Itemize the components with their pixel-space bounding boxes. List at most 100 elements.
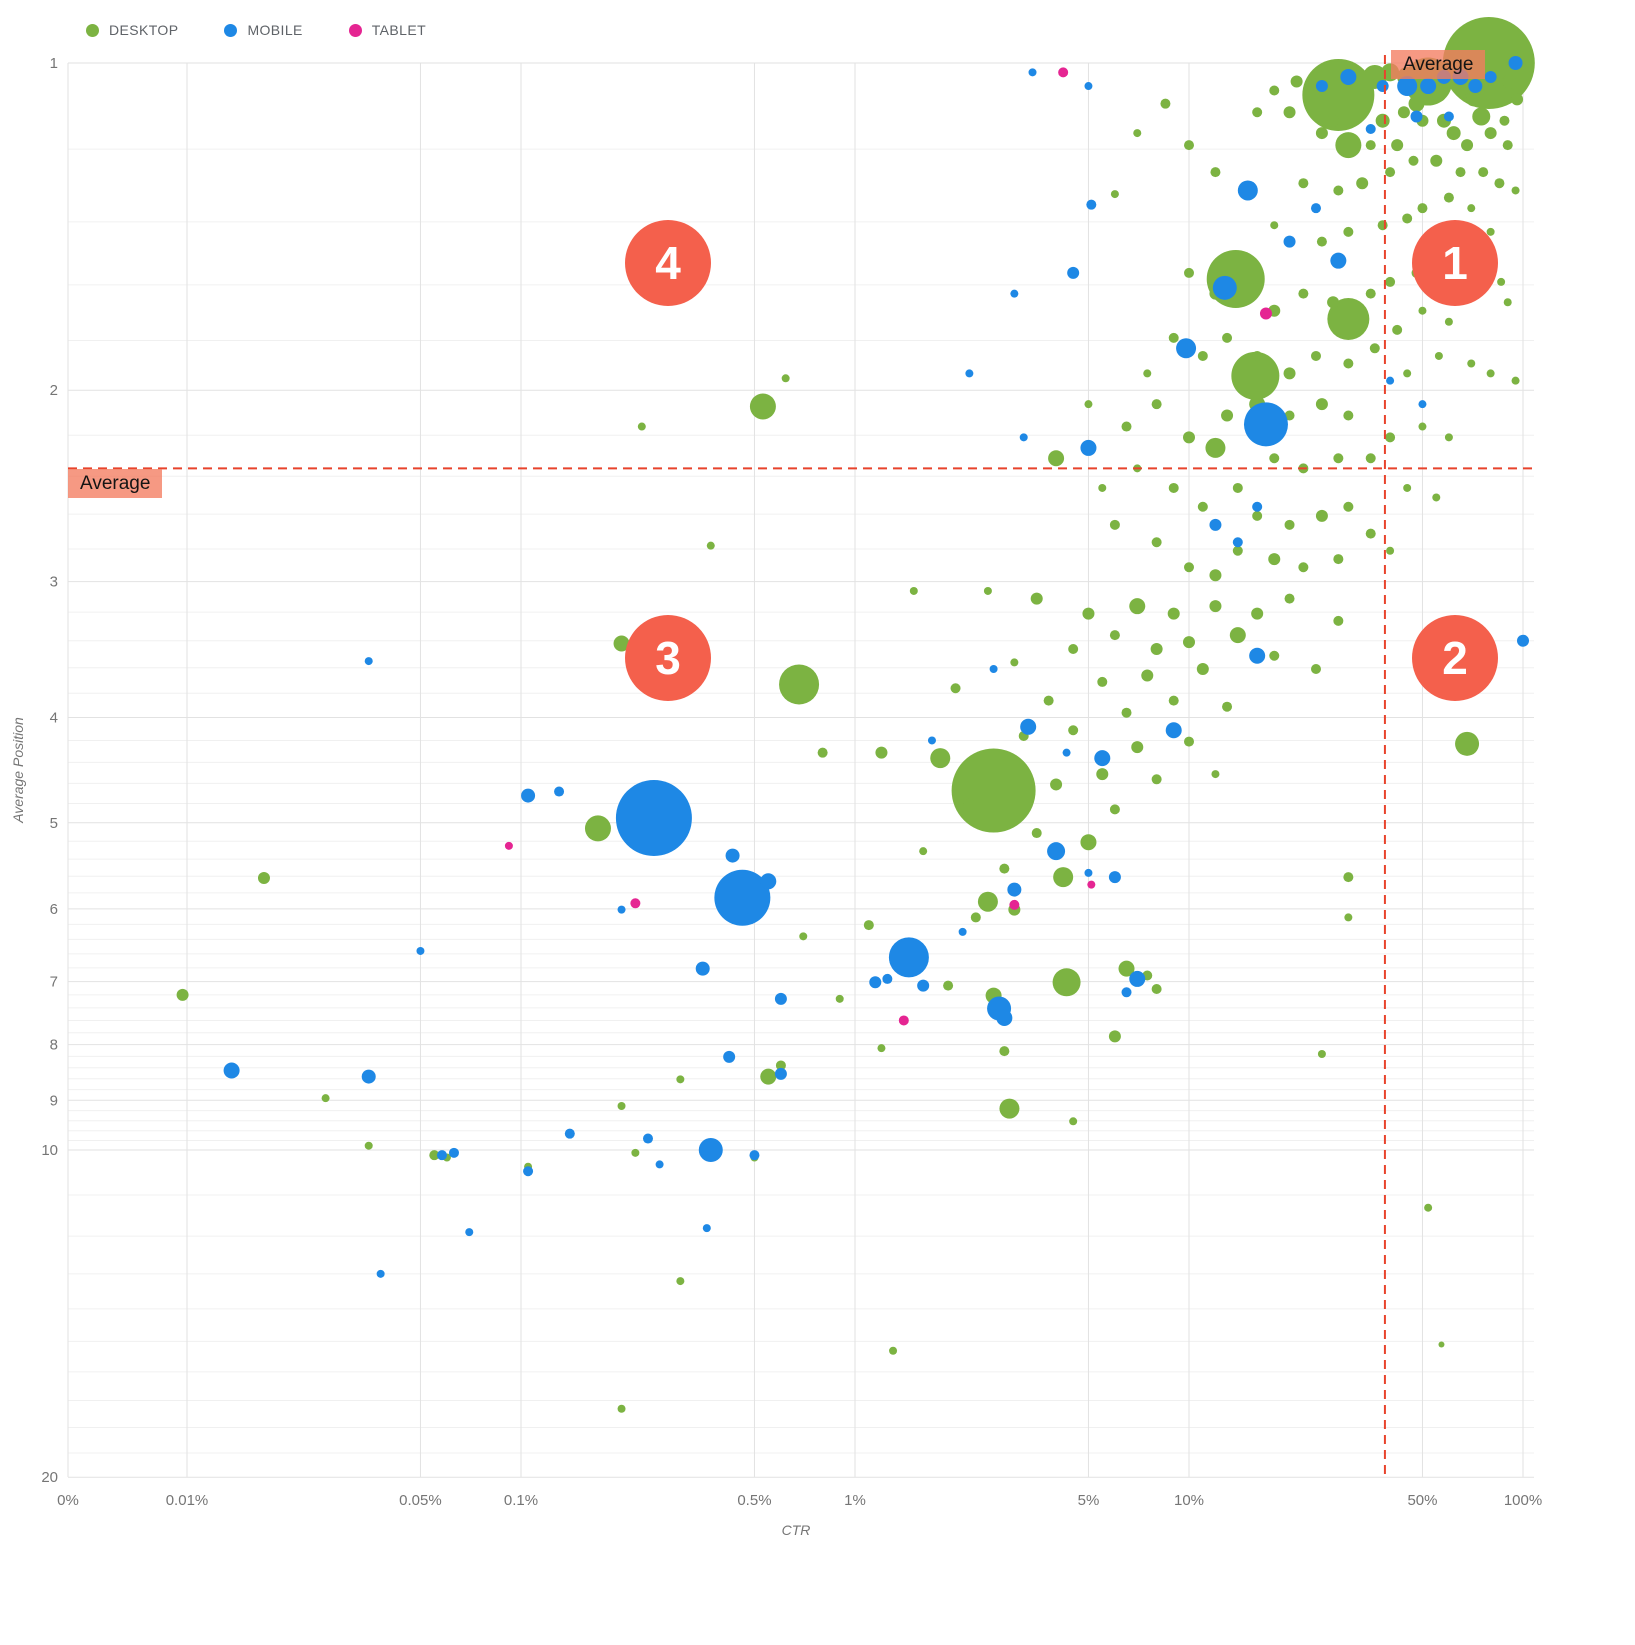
bubble-desktop[interactable]: [779, 664, 820, 705]
bubble-desktop[interactable]: [1343, 501, 1354, 512]
bubble-mobile[interactable]: [1165, 722, 1182, 739]
legend-item-tablet[interactable]: TABLET: [348, 22, 426, 38]
bubble-desktop[interactable]: [1284, 593, 1295, 604]
bubble-desktop[interactable]: [749, 393, 776, 420]
bubble-desktop[interactable]: [1031, 828, 1042, 839]
bubble-desktop[interactable]: [1283, 106, 1296, 119]
bubble-desktop[interactable]: [1386, 546, 1395, 555]
bubble-desktop[interactable]: [1184, 736, 1194, 747]
bubble-mobile[interactable]: [927, 736, 936, 745]
bubble-mobile[interactable]: [564, 1128, 575, 1139]
bubble-desktop[interactable]: [999, 1046, 1010, 1057]
bubble-desktop[interactable]: [1438, 1341, 1445, 1348]
bubble-mobile[interactable]: [723, 1050, 736, 1063]
bubble-desktop[interactable]: [1343, 410, 1354, 421]
bubble-desktop[interactable]: [1317, 1050, 1326, 1059]
bubble-desktop[interactable]: [1068, 643, 1079, 654]
bubble-tablet[interactable]: [1259, 307, 1272, 320]
bubble-desktop[interactable]: [1365, 453, 1376, 464]
bubble-desktop[interactable]: [1444, 433, 1453, 442]
bubble-desktop[interactable]: [1365, 528, 1376, 539]
bubble-mobile[interactable]: [655, 1160, 664, 1169]
bubble-desktop[interactable]: [1333, 453, 1344, 464]
bubble-desktop[interactable]: [919, 847, 928, 856]
bubble-desktop[interactable]: [951, 748, 1036, 833]
bubble-mobile[interactable]: [1237, 180, 1258, 201]
bubble-desktop[interactable]: [1252, 107, 1263, 118]
legend-item-desktop[interactable]: DESKTOP: [86, 22, 178, 38]
bubble-desktop[interactable]: [1344, 913, 1353, 922]
bubble-mobile[interactable]: [642, 1133, 653, 1144]
bubble-desktop[interactable]: [1232, 545, 1243, 556]
bubble-desktop[interactable]: [1232, 482, 1243, 493]
bubble-desktop[interactable]: [1068, 725, 1079, 736]
bubble-mobile[interactable]: [760, 873, 777, 890]
bubble-desktop[interactable]: [1229, 627, 1246, 644]
bubble-desktop[interactable]: [1252, 510, 1263, 521]
bubble-desktop[interactable]: [1446, 126, 1461, 141]
bubble-desktop[interactable]: [1109, 519, 1120, 530]
bubble-desktop[interactable]: [631, 1148, 640, 1157]
bubble-desktop[interactable]: [1431, 87, 1446, 102]
bubble-mobile[interactable]: [615, 780, 692, 857]
bubble-mobile[interactable]: [1310, 203, 1321, 214]
bubble-mobile[interactable]: [1010, 289, 1019, 298]
bubble-desktop[interactable]: [1385, 276, 1396, 287]
bubble-desktop[interactable]: [1511, 186, 1520, 195]
bubble-tablet[interactable]: [898, 1015, 909, 1026]
bubble-desktop[interactable]: [1141, 669, 1154, 682]
bubble-desktop[interactable]: [1197, 350, 1208, 361]
bubble-desktop[interactable]: [835, 994, 844, 1003]
bubble-desktop[interactable]: [1327, 296, 1340, 309]
bubble-desktop[interactable]: [1511, 376, 1520, 385]
bubble-desktop[interactable]: [943, 980, 954, 991]
bubble-desktop[interactable]: [1365, 140, 1376, 151]
bubble-mobile[interactable]: [695, 961, 710, 976]
bubble-desktop[interactable]: [1444, 317, 1453, 326]
bubble-mobile[interactable]: [1084, 82, 1093, 91]
bubble-desktop[interactable]: [1118, 960, 1135, 977]
bubble-desktop[interactable]: [1377, 220, 1388, 231]
bubble-desktop[interactable]: [1096, 768, 1109, 781]
bubble-desktop[interactable]: [1222, 332, 1233, 343]
bubble-desktop[interactable]: [1466, 92, 1481, 107]
bubble-mobile[interactable]: [523, 1166, 534, 1177]
bubble-desktop[interactable]: [1365, 288, 1376, 299]
bubble-desktop[interactable]: [781, 374, 790, 383]
bubble-desktop[interactable]: [1497, 277, 1506, 286]
legend-item-mobile[interactable]: MOBILE: [224, 22, 302, 38]
bubble-desktop[interactable]: [1418, 306, 1427, 315]
bubble-desktop[interactable]: [1455, 167, 1466, 178]
bubble-desktop[interactable]: [1210, 167, 1221, 178]
bubble-desktop[interactable]: [1129, 598, 1146, 615]
bubble-mobile[interactable]: [869, 976, 882, 989]
bubble-mobile[interactable]: [1484, 70, 1497, 83]
bubble-desktop[interactable]: [1284, 410, 1295, 421]
bubble-desktop[interactable]: [1434, 351, 1443, 360]
bubble-mobile[interactable]: [1019, 433, 1028, 442]
bubble-desktop[interactable]: [1424, 1203, 1433, 1212]
bubble-desktop[interactable]: [1222, 701, 1233, 712]
bubble-desktop[interactable]: [909, 586, 918, 595]
bubble-desktop[interactable]: [1503, 298, 1512, 307]
bubble-desktop[interactable]: [1333, 185, 1344, 196]
bubble-desktop[interactable]: [1082, 607, 1095, 620]
bubble-desktop[interactable]: [1205, 437, 1226, 458]
bubble-desktop[interactable]: [1209, 600, 1222, 613]
bubble-desktop[interactable]: [1290, 75, 1303, 88]
bubble-desktop[interactable]: [1499, 115, 1510, 126]
bubble-mobile[interactable]: [1340, 68, 1357, 85]
bubble-desktop[interactable]: [1043, 695, 1054, 706]
bubble-mobile[interactable]: [1468, 79, 1483, 94]
bubble-mobile[interactable]: [958, 927, 967, 936]
bubble-desktop[interactable]: [1472, 107, 1491, 126]
bubble-desktop[interactable]: [760, 1068, 777, 1085]
bubble-mobile[interactable]: [1420, 78, 1437, 95]
bubble-desktop[interactable]: [1417, 203, 1428, 214]
bubble-desktop[interactable]: [1151, 983, 1162, 994]
bubble-desktop[interactable]: [1270, 221, 1279, 230]
bubble-mobile[interactable]: [1365, 123, 1376, 134]
bubble-desktop[interactable]: [1333, 615, 1344, 626]
bubble-desktop[interactable]: [799, 932, 808, 941]
bubble-desktop[interactable]: [1385, 432, 1396, 443]
